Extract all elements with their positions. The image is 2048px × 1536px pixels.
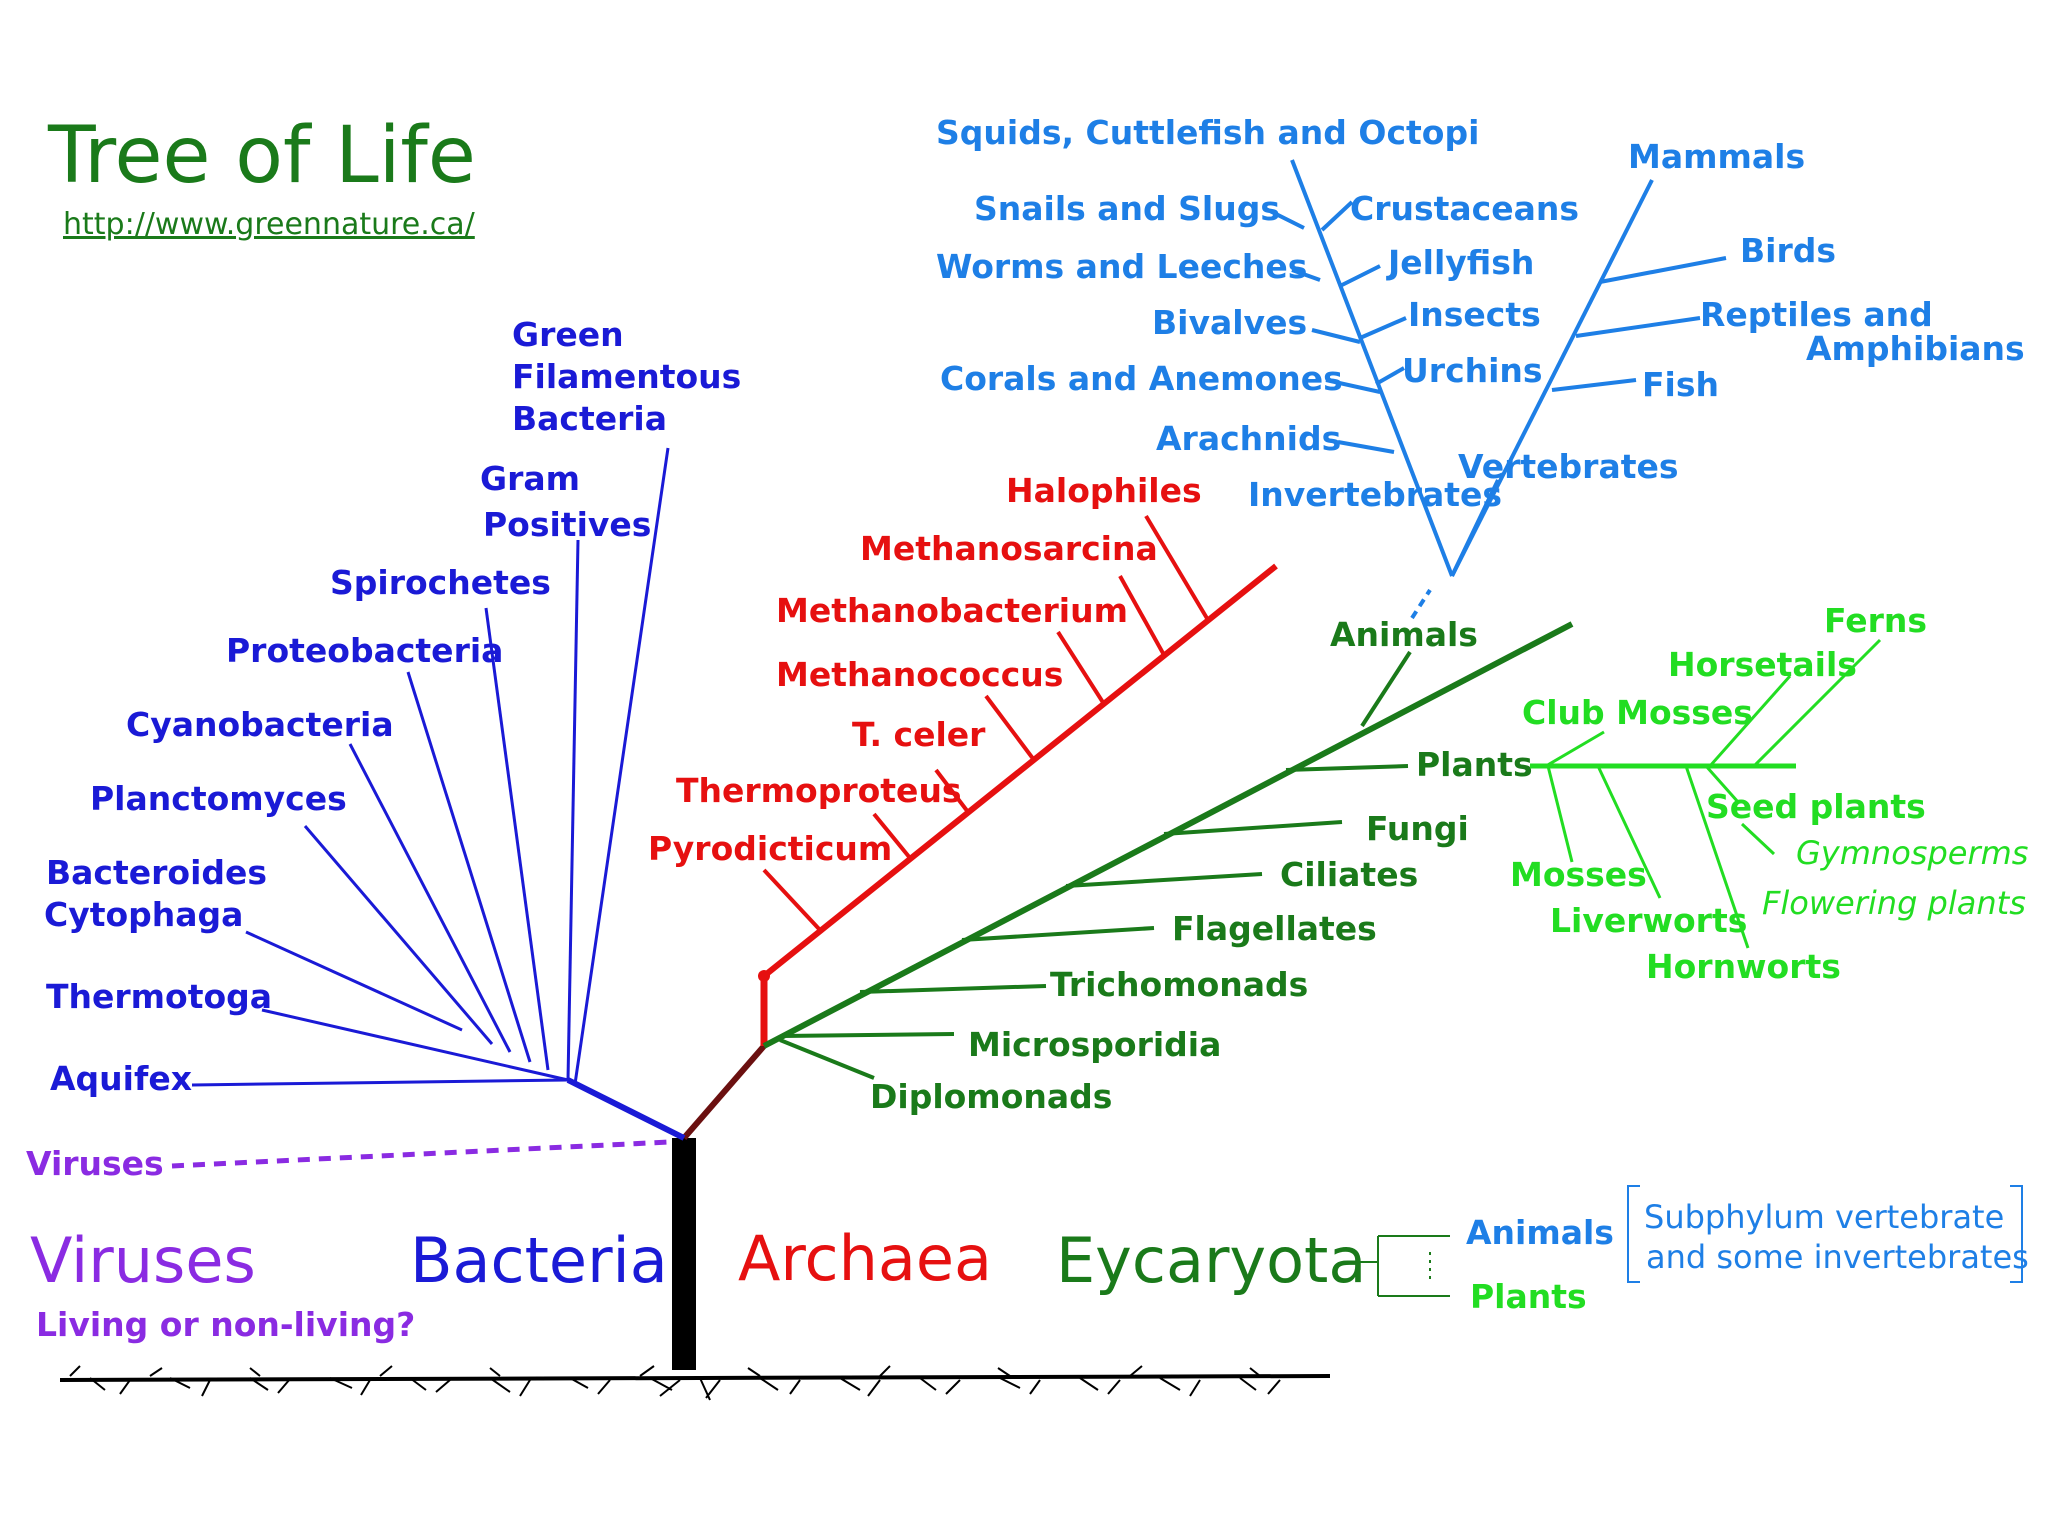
fungi-label: Fungi — [1366, 809, 1469, 848]
snails-label: Snails and Slugs — [974, 189, 1280, 228]
domain-bacteria: Bacteria — [410, 1224, 668, 1297]
page-title: Tree of Life — [47, 111, 476, 201]
trichomonads-label: Trichomonads — [1050, 965, 1308, 1004]
source-link[interactable]: http://www.greennature.ca/ — [63, 207, 476, 242]
archaea-node — [758, 970, 770, 982]
urchins-label: Urchins — [1402, 351, 1543, 390]
horsetails-label: Horsetails — [1668, 645, 1857, 684]
thermotoga-label: Thermotoga — [46, 977, 272, 1016]
legend-animals-label: Animals — [1466, 1213, 1614, 1252]
seed-plants-label: Seed plants — [1706, 787, 1926, 826]
animal-branches — [1263, 159, 1727, 620]
archaea-eukaryote-stem — [681, 1044, 767, 1140]
domain-archaea: Archaea — [738, 1222, 992, 1295]
tree-trunk — [672, 1138, 696, 1370]
ferns-label: Ferns — [1824, 601, 1927, 640]
crustaceans-label: Crustaceans — [1350, 189, 1579, 228]
fish-label: Fish — [1642, 365, 1719, 404]
note-line-2: and some invertebrates — [1646, 1238, 2029, 1276]
aquifex-label: Aquifex — [50, 1059, 192, 1098]
liverworts-label: Liverworts — [1550, 901, 1747, 940]
plants-branch-label: Plants — [1416, 745, 1533, 784]
flagellates-label: Flagellates — [1172, 909, 1377, 948]
worms-label: Worms and Leeches — [936, 247, 1307, 286]
green-filamentous-label-2: Filamentous — [512, 357, 741, 396]
viruses-branch-line — [171, 1139, 671, 1169]
bacteroides-label-2: Cytophaga — [44, 895, 243, 934]
ciliates-label: Ciliates — [1280, 855, 1418, 894]
archaea-branches — [760, 514, 1278, 1046]
planctomyces-label: Planctomyces — [90, 779, 347, 818]
corals-label: Corals and Anemones — [940, 359, 1343, 398]
gram-positives-label-1: Gram — [480, 459, 580, 498]
vertebrates-label: Vertebrates — [1458, 447, 1679, 486]
arachnids-label: Arachnids — [1156, 419, 1341, 458]
t-celer-label: T. celer — [852, 715, 986, 754]
methanococcus-label: Methanococcus — [776, 655, 1063, 694]
gymnosperms-label: Gymnosperms — [1796, 834, 2028, 872]
bivalves-label: Bivalves — [1152, 303, 1307, 342]
note-line-1: Subphylum vertebrate — [1644, 1198, 2004, 1236]
cyanobacteria-label: Cyanobacteria — [126, 705, 394, 744]
reptiles-label-2: Amphibians — [1806, 329, 2025, 368]
mammals-label: Mammals — [1628, 137, 1805, 176]
birds-label: Birds — [1740, 231, 1836, 270]
methanobacterium-label: Methanobacterium — [776, 591, 1128, 630]
eycaryota-bracket — [1346, 1235, 1450, 1297]
roots — [59, 1365, 1331, 1401]
halophiles-label: Halophiles — [1006, 471, 1202, 510]
jellyfish-label: Jellyfish — [1386, 243, 1534, 282]
mosses-label: Mosses — [1510, 855, 1647, 894]
green-filamentous-label-1: Green — [512, 315, 624, 354]
viruses-question: Living or non-living? — [36, 1305, 415, 1344]
bacteria-branches — [191, 447, 686, 1141]
note-bracket — [1627, 1185, 2023, 1283]
hornworts-label: Hornworts — [1646, 947, 1841, 986]
eukaryote-branches — [762, 621, 1574, 1080]
methanosarcina-label: Methanosarcina — [860, 529, 1158, 568]
animals-branch-label: Animals — [1330, 615, 1478, 654]
proteobacteria-label: Proteobacteria — [226, 631, 503, 670]
plant-branches — [1530, 638, 1882, 949]
flowering-plants-label: Flowering plants — [1762, 884, 2026, 922]
thermoproteus-label: Thermoproteus — [676, 771, 962, 810]
legend-plants-label: Plants — [1470, 1277, 1587, 1316]
bacteroides-label-1: Bacteroides — [46, 853, 267, 892]
spirochetes-label: Spirochetes — [330, 563, 551, 602]
viruses-branch-label: Viruses — [26, 1144, 164, 1183]
domain-eycaryota: Eycaryota — [1056, 1224, 1366, 1297]
squids-label: Squids, Cuttlefish and Octopi — [936, 113, 1479, 152]
invertebrates-label: Invertebrates — [1248, 475, 1502, 514]
club-mosses-label: Club Mosses — [1522, 693, 1753, 732]
gram-positives-label-2: Positives — [483, 505, 651, 544]
pyrodicticum-label: Pyrodicticum — [648, 829, 892, 868]
microsporidia-label: Microsporidia — [968, 1025, 1221, 1064]
green-filamentous-label-3: Bacteria — [512, 399, 667, 438]
diplomonads-label: Diplomonads — [870, 1077, 1112, 1116]
insects-label: Insects — [1408, 295, 1541, 334]
reptiles-label-1: Reptiles and — [1700, 295, 1933, 334]
domain-viruses: Viruses — [30, 1224, 256, 1297]
